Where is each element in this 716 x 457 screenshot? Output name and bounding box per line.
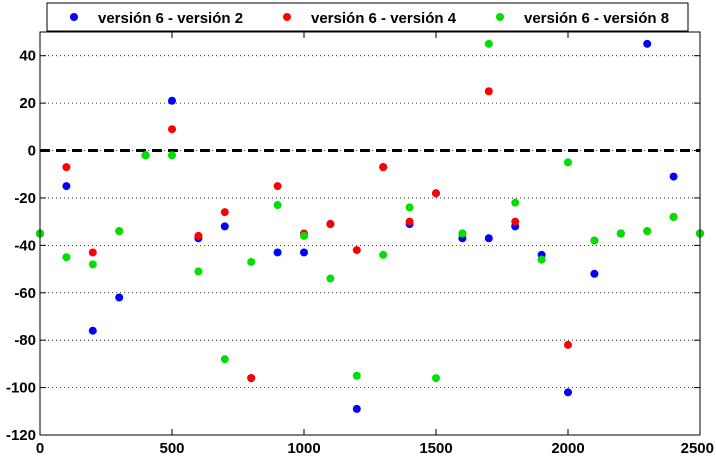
plot-frame — [39, 31, 701, 436]
data-point-series-3 — [616, 229, 625, 238]
y-tick-label: -100 — [6, 380, 36, 397]
data-point-series-3 — [194, 267, 203, 276]
y-tick-label: 0 — [28, 143, 36, 160]
data-point-series-3 — [643, 227, 652, 236]
x-tick-label: 0 — [36, 440, 44, 457]
data-points — [36, 39, 704, 413]
legend-label-series-2: versión 6 - versión 4 — [311, 10, 457, 27]
data-point-series-3 — [458, 229, 467, 238]
x-tick-label: 500 — [159, 440, 184, 457]
data-point-series-2 — [273, 182, 282, 191]
y-tick-label: -40 — [14, 237, 36, 254]
legend-label-series-1: versión 6 - versión 2 — [98, 10, 243, 27]
data-point-series-1 — [273, 248, 282, 257]
x-tick-labels: 0 500 1000 1500 2000 2500 — [36, 440, 714, 457]
data-point-series-3 — [220, 355, 229, 364]
data-point-series-3 — [273, 201, 282, 210]
data-point-series-2 — [511, 217, 520, 226]
data-point-series-2 — [564, 340, 572, 349]
x-tick-label: 2000 — [551, 440, 584, 457]
data-point-series-3 — [247, 257, 256, 266]
legend-marker-series-3 — [496, 13, 504, 21]
data-point-series-2 — [405, 217, 414, 226]
y-tick-label: -80 — [14, 332, 36, 349]
data-point-series-1 — [220, 222, 229, 231]
axis-ticks — [39, 32, 701, 436]
data-point-series-2 — [220, 208, 229, 217]
data-point-series-1 — [352, 404, 361, 413]
data-point-series-3 — [141, 151, 150, 160]
data-point-series-2 — [62, 163, 71, 172]
x-tick-label: 1000 — [287, 440, 320, 457]
data-point-series-3 — [564, 158, 572, 167]
legend-box — [46, 2, 689, 32]
legend-marker-series-1 — [70, 13, 78, 21]
data-point-series-2 — [88, 248, 97, 257]
data-point-series-1 — [88, 326, 97, 335]
data-point-series-1 — [669, 172, 678, 181]
data-point-series-3 — [352, 371, 361, 380]
data-point-series-3 — [300, 231, 308, 240]
data-point-series-3 — [326, 274, 335, 283]
data-point-series-1 — [643, 39, 652, 48]
data-point-series-2 — [379, 163, 388, 172]
data-point-series-3 — [88, 260, 97, 269]
data-point-series-2 — [194, 231, 203, 240]
data-point-series-3 — [511, 198, 520, 207]
plot-background — [40, 32, 700, 435]
data-point-series-2 — [326, 220, 335, 229]
data-point-series-3 — [115, 227, 124, 236]
x-tick-label: 1500 — [419, 440, 452, 457]
data-point-series-2 — [247, 374, 256, 383]
y-tick-label: -60 — [14, 285, 36, 302]
data-point-series-3 — [62, 253, 71, 262]
data-point-series-2 — [432, 189, 440, 198]
y-tick-label: 40 — [19, 48, 36, 65]
data-point-series-1 — [62, 182, 71, 191]
y-tick-label: 20 — [19, 95, 36, 112]
data-point-series-1 — [300, 248, 308, 257]
data-point-series-3 — [168, 151, 176, 160]
legend: versión 6 - versión 2 versión 6 - versió… — [46, 2, 689, 32]
data-point-series-3 — [405, 203, 414, 212]
data-point-series-3 — [432, 374, 440, 383]
data-point-series-1 — [590, 269, 599, 278]
y-tick-label: -20 — [14, 190, 36, 207]
data-point-series-1 — [115, 293, 124, 302]
legend-marker-series-2 — [283, 13, 291, 21]
data-point-series-3 — [379, 250, 388, 259]
data-point-series-2 — [352, 246, 361, 255]
y-tick-label: -120 — [6, 427, 36, 444]
legend-label-series-3: versión 6 - versión 8 — [524, 10, 669, 27]
data-point-series-3 — [590, 236, 599, 245]
data-point-series-1 — [564, 388, 572, 397]
data-point-series-3 — [669, 212, 678, 221]
x-tick-label: 2500 — [681, 440, 714, 457]
data-point-series-2 — [168, 125, 176, 134]
data-point-series-1 — [168, 96, 176, 105]
data-point-series-3 — [484, 39, 493, 48]
data-point-series-2 — [484, 87, 493, 96]
y-tick-labels: -120 -100 -80 -60 -40 -20 0 20 40 — [6, 48, 36, 444]
data-point-series-3 — [537, 255, 546, 264]
data-point-series-1 — [484, 234, 493, 243]
